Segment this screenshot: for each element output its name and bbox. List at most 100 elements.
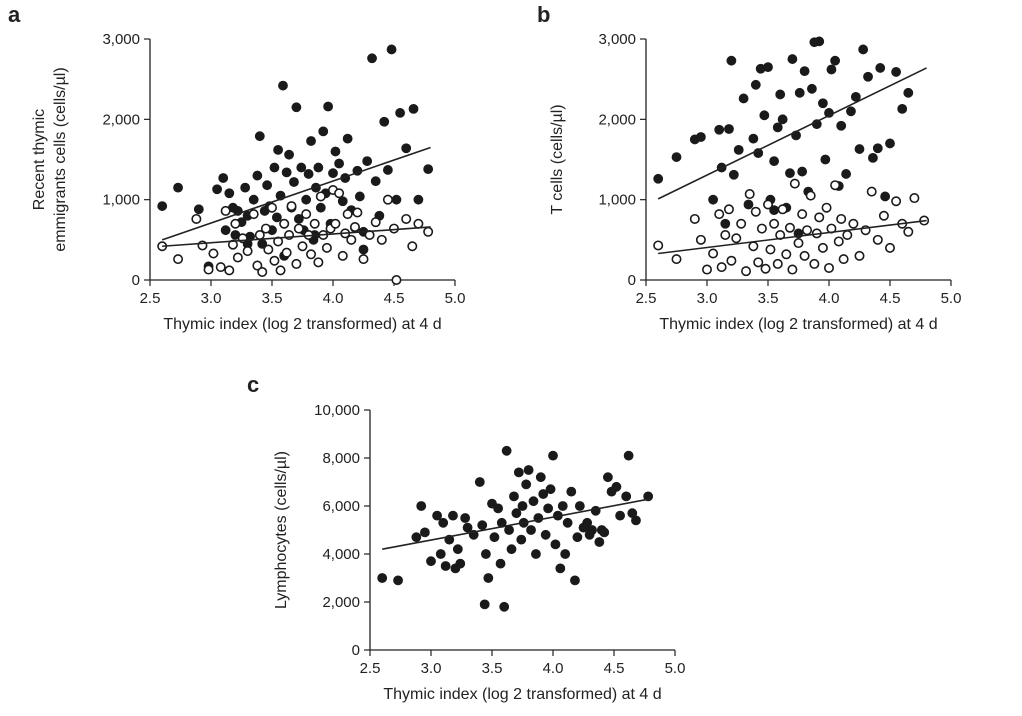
data-point-filled — [528, 496, 539, 507]
x-tick-label: 2.5 — [360, 660, 381, 677]
x-tick-label: 3.0 — [201, 290, 222, 307]
data-point-filled — [296, 162, 307, 173]
data-point-filled — [334, 158, 344, 169]
data-point-filled — [671, 152, 682, 162]
data-point-open — [230, 218, 241, 229]
data-point-filled — [826, 64, 837, 75]
y-axis-label-line: Lymphocytes (cells/µl) — [273, 451, 290, 609]
data-point-open — [720, 230, 731, 241]
data-point-filled — [301, 194, 312, 205]
x-tick-label: 4.5 — [384, 290, 405, 307]
data-point-open — [346, 234, 357, 245]
data-point-open — [337, 250, 348, 261]
data-point-filled — [323, 101, 334, 112]
data-point-open — [797, 209, 808, 220]
y-tick-label: 2,000 — [598, 111, 636, 128]
data-point-filled — [540, 529, 551, 540]
regression-line — [382, 498, 651, 550]
data-point-open — [689, 213, 700, 224]
data-point-open — [833, 236, 844, 247]
x-tick-label: 3.0 — [697, 290, 718, 307]
panel-letter-a: a — [8, 2, 21, 27]
y-axis-label-line: T cells (cells/µl) — [549, 104, 566, 214]
x-tick-label: 2.5 — [140, 290, 161, 307]
data-point-filled — [291, 102, 302, 113]
data-point-open — [252, 260, 263, 271]
data-point-open — [903, 226, 914, 237]
data-point-filled — [535, 472, 546, 483]
data-point-filled — [854, 144, 865, 154]
data-point-open — [787, 264, 798, 275]
data-point-filled — [460, 513, 471, 523]
data-point-filled — [720, 218, 731, 229]
data-point-open — [269, 255, 280, 266]
data-point-filled — [733, 144, 744, 155]
data-point-open — [266, 202, 277, 213]
data-point-open — [232, 252, 243, 263]
data-point-filled — [572, 532, 583, 543]
data-point-filled — [863, 71, 873, 82]
data-point-filled — [523, 465, 534, 475]
data-point-filled — [830, 55, 840, 66]
data-point-filled — [330, 146, 341, 157]
y-axis-label-line: Recent thymic — [31, 109, 48, 210]
data-point-open — [716, 262, 727, 273]
data-point-filled — [157, 201, 168, 211]
data-point-filled — [858, 44, 869, 55]
data-point-filled — [452, 544, 463, 555]
data-point-open — [301, 209, 312, 220]
panel-a: a 2.5 3.0 3.5 4.0 4.5 5.0 0 1,000 2,000 3,000 Thym… — [8, 2, 465, 333]
data-point-filled — [462, 522, 473, 533]
data-point-open — [838, 254, 849, 265]
data-point-open — [291, 258, 302, 269]
data-point-filled — [560, 549, 571, 559]
y-axis-label: Lymphocytes (cells/µl) — [273, 451, 290, 609]
data-point-open — [802, 225, 813, 236]
data-point-filled — [426, 556, 436, 567]
data-point-filled — [872, 143, 883, 154]
y-tick-label: 0 — [352, 642, 360, 659]
data-point-filled — [313, 162, 324, 173]
data-point-filled — [708, 194, 718, 205]
data-point-open — [413, 218, 424, 229]
data-point-open — [352, 207, 363, 218]
x-axis-label: Thymic index (log 2 transformed) at 4 d — [659, 316, 937, 333]
data-point-filled — [836, 120, 847, 131]
data-point-filled — [318, 126, 329, 137]
y-tick-label: 1,000 — [102, 192, 140, 209]
data-point-open — [799, 250, 810, 261]
y-tick-label: 10,000 — [314, 402, 360, 419]
data-point-filled — [435, 549, 446, 559]
x-tick-label: 4.0 — [323, 290, 344, 307]
data-point-open — [760, 263, 771, 274]
data-point-open — [671, 254, 682, 265]
data-point-open — [388, 223, 399, 234]
x-tick-label: 4.0 — [543, 660, 564, 677]
data-point-filled — [653, 173, 664, 184]
data-point-filled — [501, 445, 512, 456]
data-point-filled — [379, 116, 390, 127]
data-point-filled — [799, 66, 810, 77]
data-point-open — [315, 191, 326, 202]
data-point-open — [891, 196, 902, 207]
data-point-filled — [509, 491, 519, 502]
data-point-open — [275, 265, 286, 276]
y-axis-label: Recent thymic emmigrants cells (cells/µl) — [31, 67, 69, 251]
data-point-filled — [587, 525, 597, 535]
data-point-open — [391, 274, 402, 285]
plot-b: 2.5 3.0 3.5 4.0 4.5 5.0 0 1,000 2,000 3,000 Thymic… — [549, 31, 961, 333]
data-point-open — [382, 194, 393, 205]
x-tick-label: 3.5 — [262, 290, 283, 307]
data-point-filled — [273, 144, 283, 155]
data-point-filled — [419, 527, 430, 538]
y-tick-label: 6,000 — [322, 498, 360, 515]
data-point-filled — [631, 515, 641, 526]
data-point-filled — [358, 244, 369, 255]
x-axis-label: Thymic index (log 2 transformed) at 4 d — [383, 686, 661, 703]
data-point-open — [830, 180, 841, 191]
data-point-open — [423, 226, 434, 237]
data-point-filled — [875, 63, 886, 73]
data-point-open — [809, 258, 820, 269]
x-tick-label: 4.0 — [819, 290, 840, 307]
data-point-open — [701, 264, 712, 275]
